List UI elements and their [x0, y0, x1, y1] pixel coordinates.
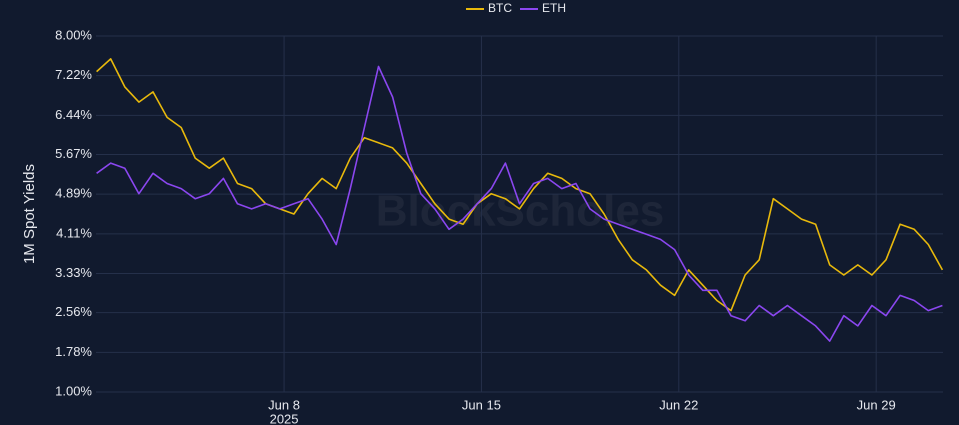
y-tick-label: 8.00% — [55, 27, 92, 42]
legend-label[interactable]: ETH — [542, 1, 566, 15]
x-tick-label: Jun 29 — [857, 397, 896, 412]
y-tick-label: 6.44% — [55, 107, 92, 122]
y-axis-title: 1M Spot Yields — [21, 164, 38, 264]
watermark: BlockScholes — [376, 187, 665, 236]
y-tick-label: 4.11% — [56, 225, 92, 240]
legend-label[interactable]: BTC — [488, 1, 512, 15]
y-tick-label: 5.67% — [55, 146, 92, 161]
y-tick-label: 1.78% — [55, 344, 92, 359]
y-tick-label: 7.22% — [55, 67, 92, 82]
x-tick-label: Jun 8 — [268, 397, 300, 412]
series-line — [96, 65, 943, 342]
y-tick-label: 2.56% — [55, 304, 92, 319]
y-tick-label: 4.89% — [55, 186, 92, 201]
series-line — [96, 58, 944, 312]
x-year-label: 2025 — [270, 411, 299, 425]
x-tick-label: Jun 22 — [659, 397, 698, 412]
y-tick-label: 1.00% — [55, 383, 92, 398]
x-tick-label: Jun 15 — [462, 397, 501, 412]
y-tick-label: 3.33% — [55, 265, 92, 280]
